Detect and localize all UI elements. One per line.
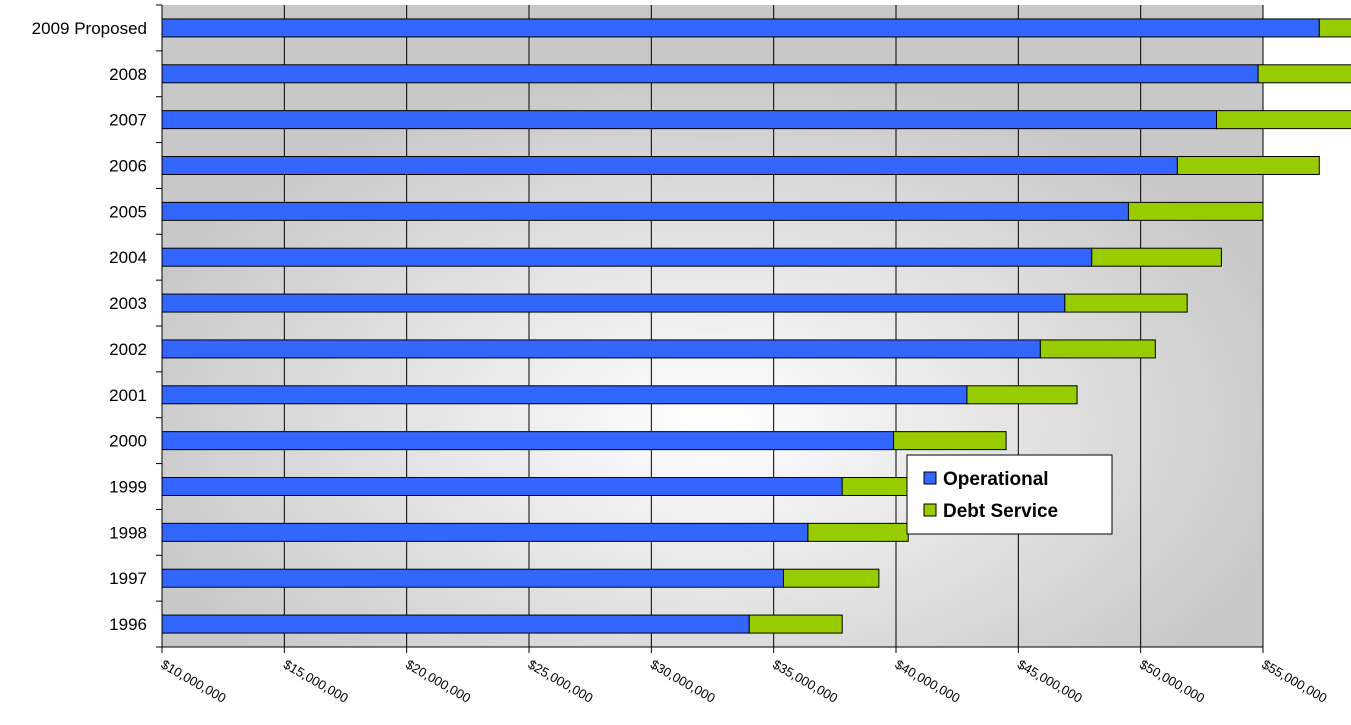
- bar-operational: [161, 614, 750, 634]
- bar-debt-service: [1039, 339, 1156, 359]
- bar-operational: [161, 477, 843, 496]
- legend-label: Debt Service: [943, 501, 1058, 522]
- legend-swatch: [923, 503, 937, 517]
- x-tick-label: $55,000,000: [1260, 657, 1330, 706]
- y-tick-label: 2003: [109, 294, 147, 313]
- bar-operational: [161, 201, 1129, 221]
- bar-operational: [161, 156, 1178, 175]
- plot-area: [162, 5, 1263, 647]
- bar-operational: [161, 110, 1218, 130]
- bar-debt-service: [1091, 247, 1222, 267]
- x-tick-label: $50,000,000: [1137, 657, 1207, 706]
- x-tick-label: $40,000,000: [893, 657, 963, 706]
- bar-operational: [161, 293, 1066, 313]
- legend-swatch: [923, 471, 937, 485]
- bars: [161, 18, 1351, 634]
- bar-debt-service: [1257, 64, 1351, 84]
- bar-debt-service: [893, 431, 1007, 451]
- x-tick-label: $25,000,000: [526, 657, 596, 706]
- y-tick-label: 1998: [109, 523, 147, 542]
- bar-debt-service: [1176, 156, 1320, 175]
- y-tick-label: 2000: [109, 432, 147, 451]
- bar-debt-service: [1127, 201, 1264, 221]
- y-tick-label: 2005: [109, 202, 147, 221]
- bar-debt-service: [966, 385, 1078, 405]
- bar-debt-service: [1318, 18, 1351, 38]
- y-tick-label: 1997: [109, 569, 147, 588]
- bar-debt-service: [1064, 293, 1188, 313]
- bar-operational: [161, 247, 1093, 267]
- y-tick-label: 1999: [109, 478, 147, 497]
- y-axis-labels: 2009 Proposed 2008 2007 2006 2005 2004 2003 200…: [32, 19, 147, 634]
- y-tick-label: 2002: [109, 340, 147, 359]
- x-axis-labels: $10,000,000 $15,000,000 $20,000,000 $25,000…: [159, 657, 1330, 706]
- bar-operational: [161, 18, 1320, 38]
- y-tick-label: 2007: [109, 111, 147, 130]
- bar-debt-service: [748, 614, 843, 634]
- y-tick-label: 2004: [109, 248, 147, 267]
- bar-debt-service: [1216, 110, 1351, 130]
- legend-label: Operational: [943, 469, 1049, 490]
- x-tick-label: $15,000,000: [281, 657, 351, 706]
- bar-operational: [161, 568, 784, 588]
- x-tick-label: $35,000,000: [770, 657, 840, 706]
- bar-operational: [161, 522, 809, 542]
- x-tick-label: $30,000,000: [648, 657, 718, 706]
- bar-debt-service: [807, 522, 909, 542]
- legend: Operational Debt Service: [906, 454, 1113, 535]
- bar-operational: [161, 64, 1259, 84]
- bar-operational: [161, 385, 968, 405]
- y-tick-label: 2009 Proposed: [32, 19, 147, 38]
- bar-operational: [161, 339, 1041, 359]
- bar-operational: [161, 431, 895, 451]
- legend-box: [906, 454, 1113, 535]
- x-tick-label: $45,000,000: [1015, 657, 1085, 706]
- bar-debt-service: [782, 568, 880, 588]
- x-tick-label: $20,000,000: [403, 657, 473, 706]
- axes: [156, 4, 1264, 653]
- y-tick-label: 2008: [109, 65, 147, 84]
- y-tick-label: 2001: [109, 386, 147, 405]
- y-tick-label: 2006: [109, 157, 147, 176]
- x-tick-label: $10,000,000: [159, 657, 229, 706]
- y-tick-label: 1996: [109, 615, 147, 634]
